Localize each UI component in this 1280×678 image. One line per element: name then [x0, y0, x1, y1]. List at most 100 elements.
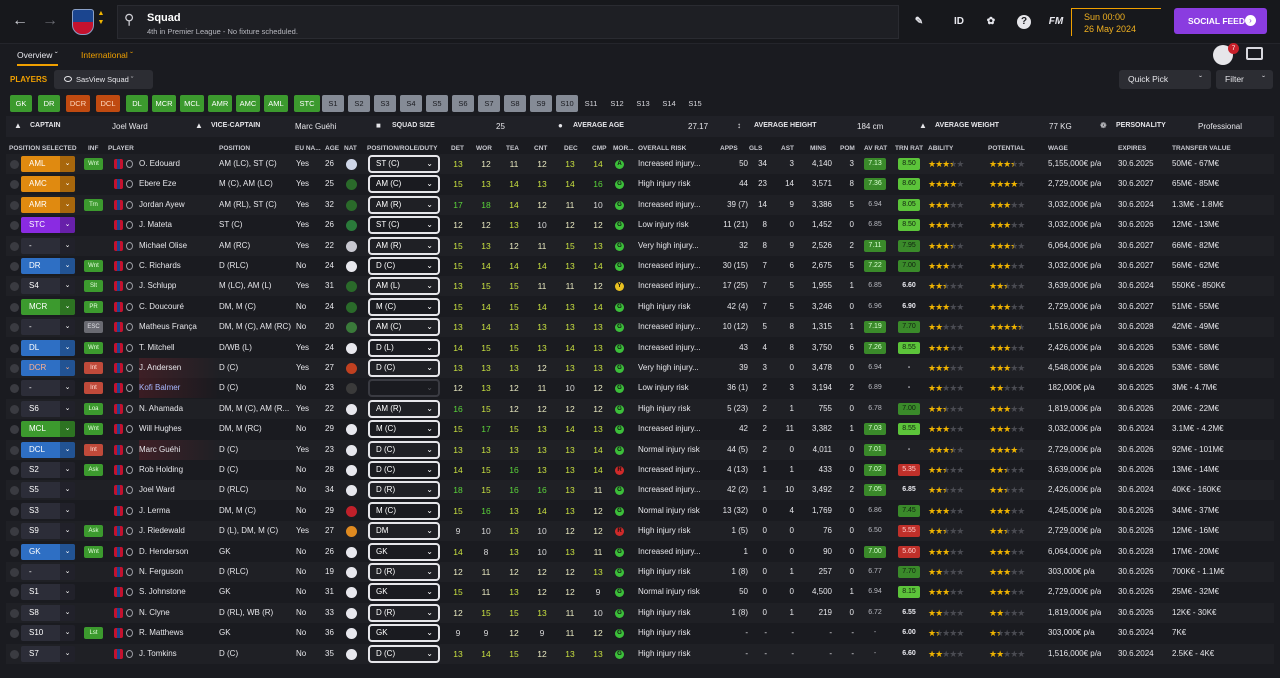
- player-name[interactable]: C. Doucouré: [139, 301, 184, 311]
- position-chip-s4[interactable]: S4: [400, 95, 422, 112]
- role-duty-dropdown[interactable]: D (C) ⌄: [368, 440, 440, 459]
- position-selected-dropdown[interactable]: S5 ⌄: [21, 482, 75, 499]
- club-crest-icon[interactable]: [72, 9, 94, 35]
- position-selected-dropdown[interactable]: DCL ⌄: [21, 441, 75, 458]
- table-row[interactable]: GK ⌄ Wnt D. Henderson GK No 26 GK ⌄ 14 8 13 10 13 11 G I…: [6, 542, 1274, 562]
- position-selected-dropdown[interactable]: S8 ⌄: [21, 604, 75, 621]
- player-name[interactable]: Jordan Ayew: [139, 199, 185, 209]
- tab-international[interactable]: International ˇ: [81, 49, 133, 61]
- select-radio[interactable]: [10, 445, 19, 455]
- player-name[interactable]: J. Riedewald: [139, 526, 185, 536]
- position-chip-s2[interactable]: S2: [348, 95, 370, 112]
- position-chip-s6[interactable]: S6: [452, 95, 474, 112]
- role-duty-dropdown[interactable]: D (L) ⌄: [368, 338, 440, 357]
- role-duty-dropdown[interactable]: D (R) ⌄: [368, 481, 440, 500]
- position-chip-s15[interactable]: S15: [688, 99, 702, 108]
- position-chip-dl[interactable]: DL: [126, 95, 148, 112]
- role-duty-dropdown[interactable]: D (R) ⌄: [368, 563, 440, 581]
- select-radio[interactable]: [10, 649, 19, 659]
- position-chip-s1[interactable]: S1: [322, 95, 344, 112]
- column-header[interactable]: CMP: [592, 145, 607, 152]
- position-selected-dropdown[interactable]: DR ⌄: [21, 258, 75, 274]
- position-chip-gk[interactable]: GK: [10, 95, 32, 112]
- forward-arrow-icon[interactable]: →: [42, 12, 58, 29]
- player-name[interactable]: N. Clyne: [139, 607, 170, 617]
- select-radio[interactable]: [10, 629, 19, 639]
- column-header[interactable]: EXPIRES: [1118, 145, 1147, 152]
- column-header[interactable]: EU NA...: [295, 145, 321, 152]
- column-header[interactable]: OVERALL RISK: [638, 145, 687, 152]
- tab-overview[interactable]: Overview ˇ: [17, 49, 58, 66]
- table-row[interactable]: STC ⌄ J. Mateta ST (C) Yes 26 ST (C) ⌄ 12 12 13 10 1…: [6, 215, 1274, 235]
- column-header[interactable]: WAGE: [1048, 145, 1068, 152]
- player-name[interactable]: T. Mitchell: [139, 342, 175, 352]
- column-header[interactable]: NAT: [344, 145, 357, 152]
- edit-pencil-icon[interactable]: ✎: [914, 16, 924, 27]
- position-selected-dropdown[interactable]: MCR ⌄: [21, 298, 75, 315]
- column-header[interactable]: AST: [781, 145, 794, 152]
- select-radio[interactable]: [10, 506, 19, 516]
- screen-layout-icon[interactable]: [1246, 47, 1263, 60]
- position-selected-dropdown[interactable]: S10 ⌄: [21, 625, 75, 642]
- column-header[interactable]: MOR...: [613, 145, 634, 152]
- position-chip-s8[interactable]: S8: [504, 95, 526, 112]
- select-radio[interactable]: [10, 404, 19, 414]
- column-header[interactable]: POSITION/ROLE/DUTY: [367, 145, 438, 152]
- position-chip-s3[interactable]: S3: [374, 95, 396, 112]
- player-name[interactable]: J. Mateta: [139, 220, 172, 230]
- player-name[interactable]: S. Johnstone: [139, 587, 186, 597]
- position-selected-dropdown[interactable]: S6 ⌄: [21, 400, 75, 417]
- table-row[interactable]: - ⌄ ESC Matheus França DM, M (C), AM (RC) No 2…: [6, 317, 1274, 338]
- position-chip-amc[interactable]: AMC: [236, 95, 260, 112]
- position-chip-dr[interactable]: DR: [38, 95, 60, 112]
- column-header[interactable]: WOR: [476, 145, 492, 152]
- table-row[interactable]: AMR ⌄ Trn Jordan Ayew AM (RL), ST (C) Yes 32 AM…: [6, 194, 1274, 215]
- position-selected-dropdown[interactable]: - ⌄: [21, 564, 75, 580]
- player-name[interactable]: N. Ahamada: [139, 403, 184, 413]
- column-header[interactable]: INF: [88, 145, 99, 152]
- club-switch-chevron-icon[interactable]: ▲ ▼: [97, 10, 105, 26]
- select-radio[interactable]: [10, 343, 19, 353]
- position-chip-s7[interactable]: S7: [478, 95, 500, 112]
- position-selected-dropdown[interactable]: DCR ⌄: [21, 360, 75, 376]
- column-header[interactable]: ABILITY: [928, 145, 954, 152]
- role-duty-dropdown[interactable]: ⌄: [368, 379, 440, 398]
- role-duty-dropdown[interactable]: GK ⌄: [368, 542, 440, 561]
- select-radio[interactable]: [10, 568, 19, 577]
- table-row[interactable]: S9 ⌄ Ask J. Riedewald D (L), DM, M (C) Yes 27 D…: [6, 521, 1274, 542]
- role-duty-dropdown[interactable]: D (C) ⌄: [368, 359, 440, 377]
- table-row[interactable]: S6 ⌄ Loa N. Ahamada DM, M (C), AM (R... Yes 22…: [6, 398, 1274, 419]
- position-chip-mcl[interactable]: MCL: [180, 95, 204, 112]
- table-row[interactable]: S4 ⌄ Slt J. Schlupp M (LC), AM (L) Yes 31 AM (L…: [6, 276, 1274, 297]
- role-duty-dropdown[interactable]: AM (R) ⌄: [368, 236, 440, 255]
- column-header[interactable]: POM: [840, 145, 855, 152]
- role-duty-dropdown[interactable]: DM ⌄: [368, 522, 440, 541]
- position-selected-dropdown[interactable]: S2 ⌄: [21, 462, 75, 478]
- select-radio[interactable]: [10, 466, 19, 475]
- role-duty-dropdown[interactable]: D (C) ⌄: [368, 461, 440, 479]
- position-selected-dropdown[interactable]: AML ⌄: [21, 156, 75, 172]
- column-header[interactable]: TEA: [506, 145, 519, 152]
- position-chip-dcl[interactable]: DCL: [96, 95, 120, 112]
- position-selected-dropdown[interactable]: S3 ⌄: [21, 502, 75, 519]
- filter-button[interactable]: Filter ˇ: [1216, 70, 1273, 89]
- table-row[interactable]: S2 ⌄ Ask Rob Holding D (C) No 28 D (C) ⌄ 14 15 16 13…: [6, 460, 1274, 480]
- table-row[interactable]: - ⌄ Michael Olise AM (RC) Yes 22 AM (R) ⌄ 15 13 12…: [6, 235, 1274, 256]
- player-name[interactable]: J. Andersen: [139, 358, 219, 378]
- fm-menu-icon[interactable]: FM: [1048, 16, 1064, 27]
- id-icon[interactable]: ID: [954, 16, 964, 27]
- role-duty-dropdown[interactable]: D (R) ⌄: [368, 603, 440, 622]
- select-radio[interactable]: [10, 200, 19, 210]
- column-header[interactable]: DEC: [564, 145, 578, 152]
- position-selected-dropdown[interactable]: AMR ⌄: [21, 196, 75, 213]
- role-duty-dropdown[interactable]: M (C) ⌄: [368, 297, 440, 316]
- column-header[interactable]: DET: [451, 145, 464, 152]
- player-name[interactable]: Joel Ward: [139, 485, 175, 495]
- squad-view-select[interactable]: SasView Squad ˇ: [54, 70, 153, 89]
- player-name[interactable]: Ebere Eze: [139, 179, 177, 189]
- table-row[interactable]: MCR ⌄ PR C. Doucouré DM, M (C) No 24 M (C) ⌄ 15 14…: [6, 297, 1274, 317]
- table-row[interactable]: S10 ⌄ Lst R. Matthews GK No 36 GK ⌄ 9 9 12 9 11 12 G Hig…: [6, 623, 1274, 643]
- position-chip-amr[interactable]: AMR: [208, 95, 232, 112]
- role-duty-dropdown[interactable]: GK ⌄: [368, 624, 440, 643]
- player-name[interactable]: Rob Holding: [139, 465, 184, 474]
